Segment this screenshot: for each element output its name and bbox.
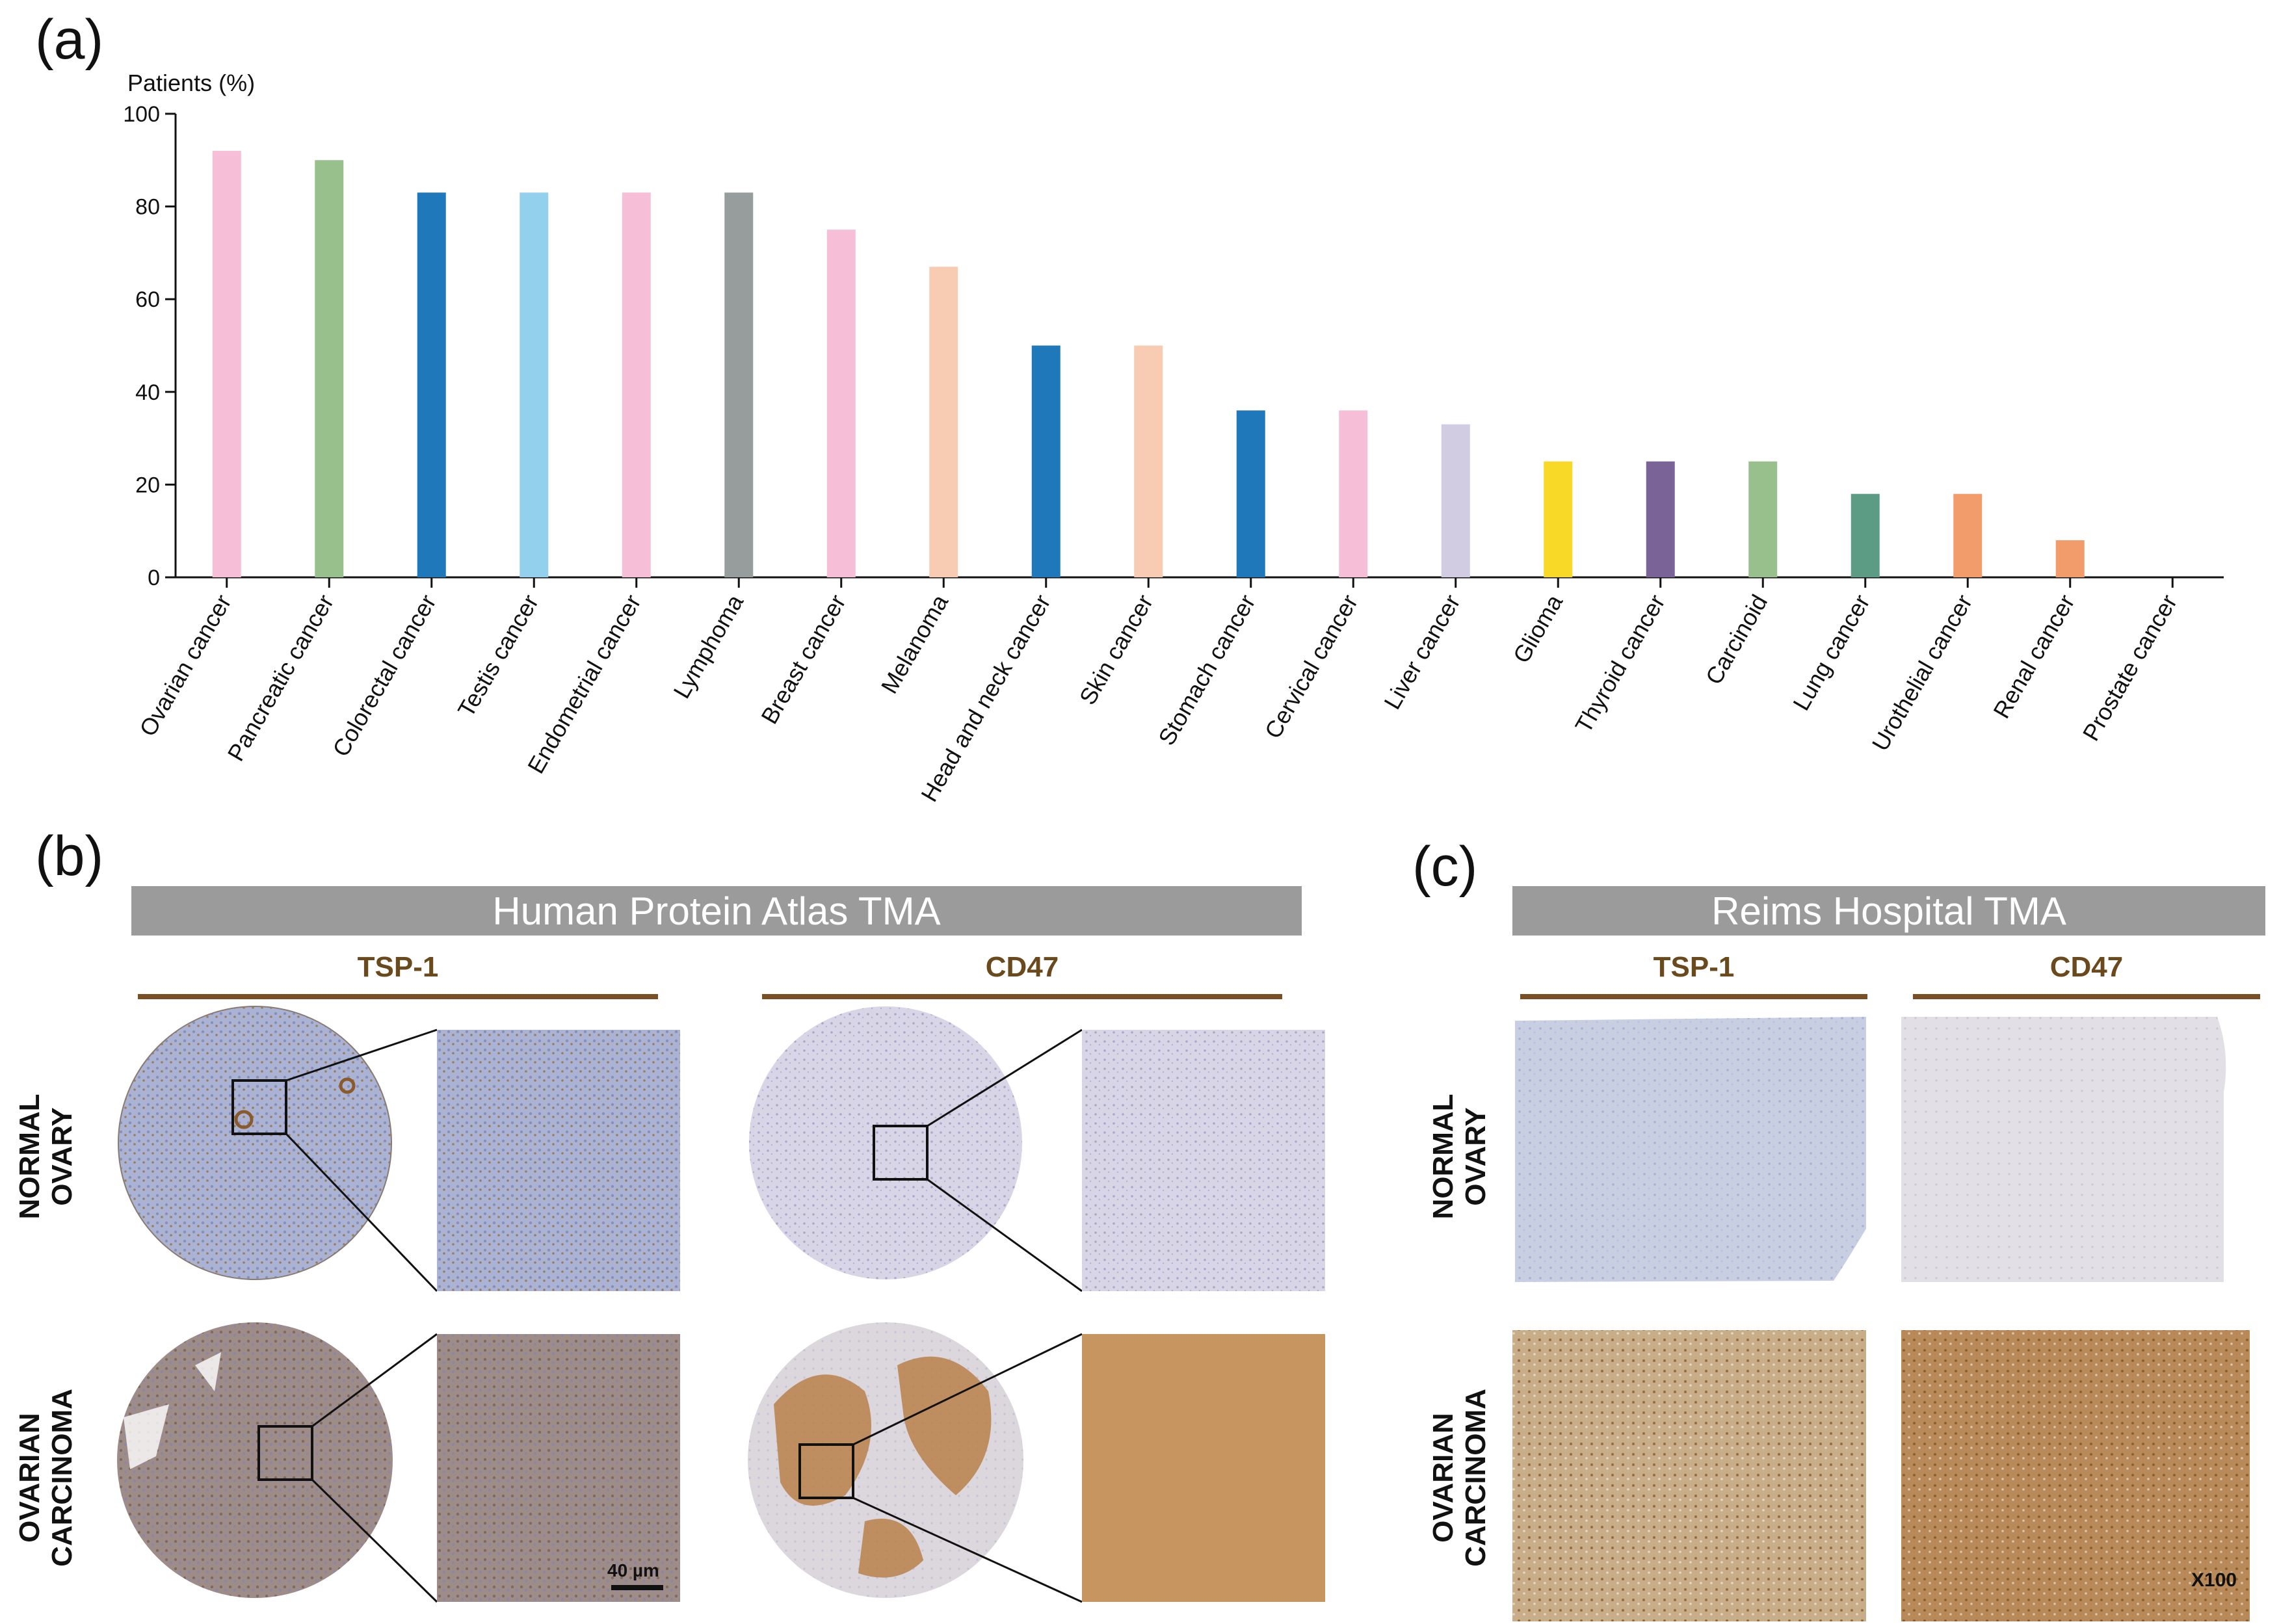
panel-b-rule-cd47 — [762, 994, 1282, 999]
x-tick-label: Prostate cancer — [2077, 590, 2183, 745]
zoom-normal-tsp1 — [437, 1030, 680, 1291]
bar — [1646, 461, 1675, 577]
reims-carcinoma-tsp1 — [1512, 1330, 1866, 1621]
bar — [2055, 540, 2085, 577]
panel-b-rule-tsp1 — [138, 994, 658, 999]
x-tick-label: Pancreatic cancer — [222, 590, 339, 765]
zoom-carcinoma-tsp1 — [437, 1334, 680, 1602]
x-tick-label: Glioma — [1508, 590, 1568, 668]
bar — [1031, 345, 1060, 577]
bar — [1748, 461, 1778, 577]
reims-normal-cd47 — [1901, 1017, 2226, 1282]
reims-normal-tsp1 — [1515, 1017, 1866, 1282]
bar — [826, 229, 856, 577]
x-tick-label: Melanoma — [876, 590, 954, 698]
x-tick-label: Renal cancer — [1988, 590, 2080, 722]
chart-bars — [212, 151, 2085, 578]
x-tick-label: Endometrial cancer — [522, 590, 646, 778]
panel-c-rule-cd47 — [1913, 994, 2260, 999]
bar — [417, 192, 446, 578]
bar-chart: Patients (%) 0 20 40 60 80 100 Ovarian cancer… — [123, 70, 2224, 806]
panel-label-b: (b) — [35, 825, 104, 887]
bar — [1134, 345, 1163, 577]
y-tick-label: 0 — [148, 566, 160, 590]
tma-core-carcinoma-tsp1 — [117, 1322, 438, 1603]
panel-b-stain-cd47: CD47 — [985, 951, 1059, 983]
chart-axes: 0 20 40 60 80 100 — [123, 102, 2224, 590]
zoom-normal-cd47 — [1082, 1030, 1325, 1291]
y-tick-label: 60 — [135, 287, 160, 312]
bar — [622, 192, 651, 578]
bar — [315, 160, 344, 578]
panel-c-stain-cd47: CD47 — [2049, 951, 2124, 983]
magnification-label: X100 — [2191, 1569, 2237, 1591]
panel-c-row-normal-ovary: NORMAL OVARY — [1427, 1094, 1492, 1220]
x-tick-label: Skin cancer — [1074, 590, 1159, 709]
y-tick-label: 80 — [135, 195, 160, 220]
panel-c-banner: Reims Hospital TMA — [1512, 886, 2265, 936]
bar — [1236, 410, 1265, 577]
scale-bar-label: 40 µm — [607, 1560, 659, 1580]
bar — [212, 151, 241, 578]
x-tick-label: Testis cancer — [453, 590, 544, 721]
x-tick-label: Stomach cancer — [1153, 590, 1261, 750]
tma-core-normal-cd47 — [749, 1006, 1083, 1292]
bar — [929, 267, 958, 577]
panel-c-row-ovarian-carcinoma: OVARIAN CARCINOMA — [1427, 1389, 1492, 1567]
panel-c-stain-tsp1: TSP-1 — [1653, 951, 1735, 983]
panel-b-stain-tsp1: TSP-1 — [357, 951, 439, 983]
scale-bar — [611, 1585, 663, 1590]
bar — [1953, 493, 1983, 577]
x-tick-label: Breast cancer — [756, 590, 851, 728]
panel-b-banner: Human Protein Atlas TMA — [131, 886, 1302, 936]
bar — [1544, 461, 1573, 577]
bar — [1851, 493, 1880, 577]
x-tick-label: Colorectal cancer — [327, 590, 441, 761]
bar — [1441, 424, 1470, 577]
reims-carcinoma-cd47 — [1901, 1330, 2250, 1621]
x-tick-label: Carcinoid — [1700, 590, 1773, 689]
x-tick-label: Lung cancer — [1787, 590, 1875, 714]
y-tick-label: 40 — [135, 380, 160, 405]
x-tick-label: Liver cancer — [1378, 590, 1466, 713]
panel-b-images — [117, 1006, 1325, 1603]
x-tick-label: Cervical cancer — [1259, 590, 1363, 743]
panel-c-rule-tsp1 — [1520, 994, 1867, 999]
zoom-carcinoma-cd47 — [1082, 1334, 1325, 1602]
tma-core-normal-tsp1 — [118, 1006, 438, 1292]
x-tick-label: Ovarian cancer — [134, 590, 237, 740]
tma-core-carcinoma-cd47 — [748, 1322, 1083, 1603]
y-tick-label: 20 — [135, 473, 160, 497]
y-tick-label: 100 — [123, 102, 160, 127]
x-tick-label: Lymphoma — [668, 590, 748, 703]
y-axis-label: Patients (%) — [127, 70, 255, 96]
x-tick-label: Urothelial cancer — [1867, 590, 1978, 755]
bar — [724, 192, 754, 578]
panel-label-a: (a) — [35, 8, 104, 71]
panel-label-c: (c) — [1412, 835, 1478, 898]
panel-c-images — [1512, 1017, 2250, 1621]
bar — [520, 192, 549, 578]
bar — [1339, 410, 1368, 577]
x-tick-label: Thyroid cancer — [1570, 590, 1670, 738]
